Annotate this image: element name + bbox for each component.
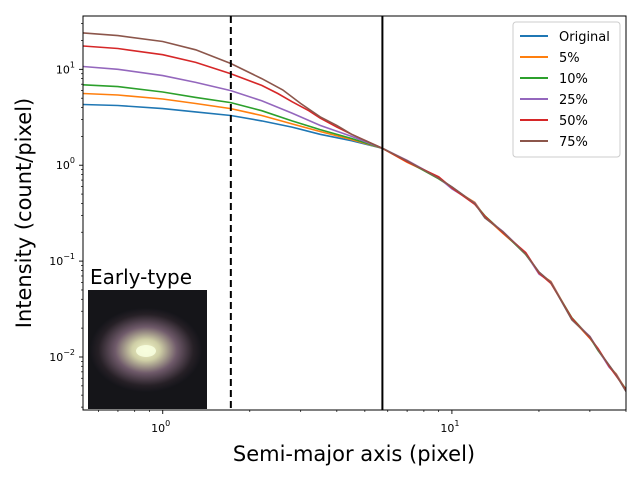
legend-label: 5% [559,51,580,66]
legend-label: 75% [559,135,588,150]
legend-label: 50% [559,114,588,129]
y-tick-label: 101 [56,60,75,76]
legend-label: Original [559,30,610,45]
plot-frame [82,15,627,411]
legend: Original 5% 10% 25% 50% 75% [512,21,621,158]
y-tick-label: 10−2 [49,348,75,364]
series-line-75pct [83,32,626,392]
legend-label: 10% [559,72,588,87]
y-tick-label: 100 [56,156,75,172]
legend-box [512,21,621,158]
y-axis-label: Intensity (count/pixel) [12,98,36,329]
inset-label: Early-type [90,265,192,289]
inset: Early-type [88,265,207,409]
y-tick-label: 10−1 [49,252,75,268]
legend-label: 25% [559,93,588,108]
x-axis-label: Semi-major axis (pixel) [233,442,475,466]
x-tick-label: 100 [151,419,170,435]
x-tick-label: 101 [440,419,459,435]
